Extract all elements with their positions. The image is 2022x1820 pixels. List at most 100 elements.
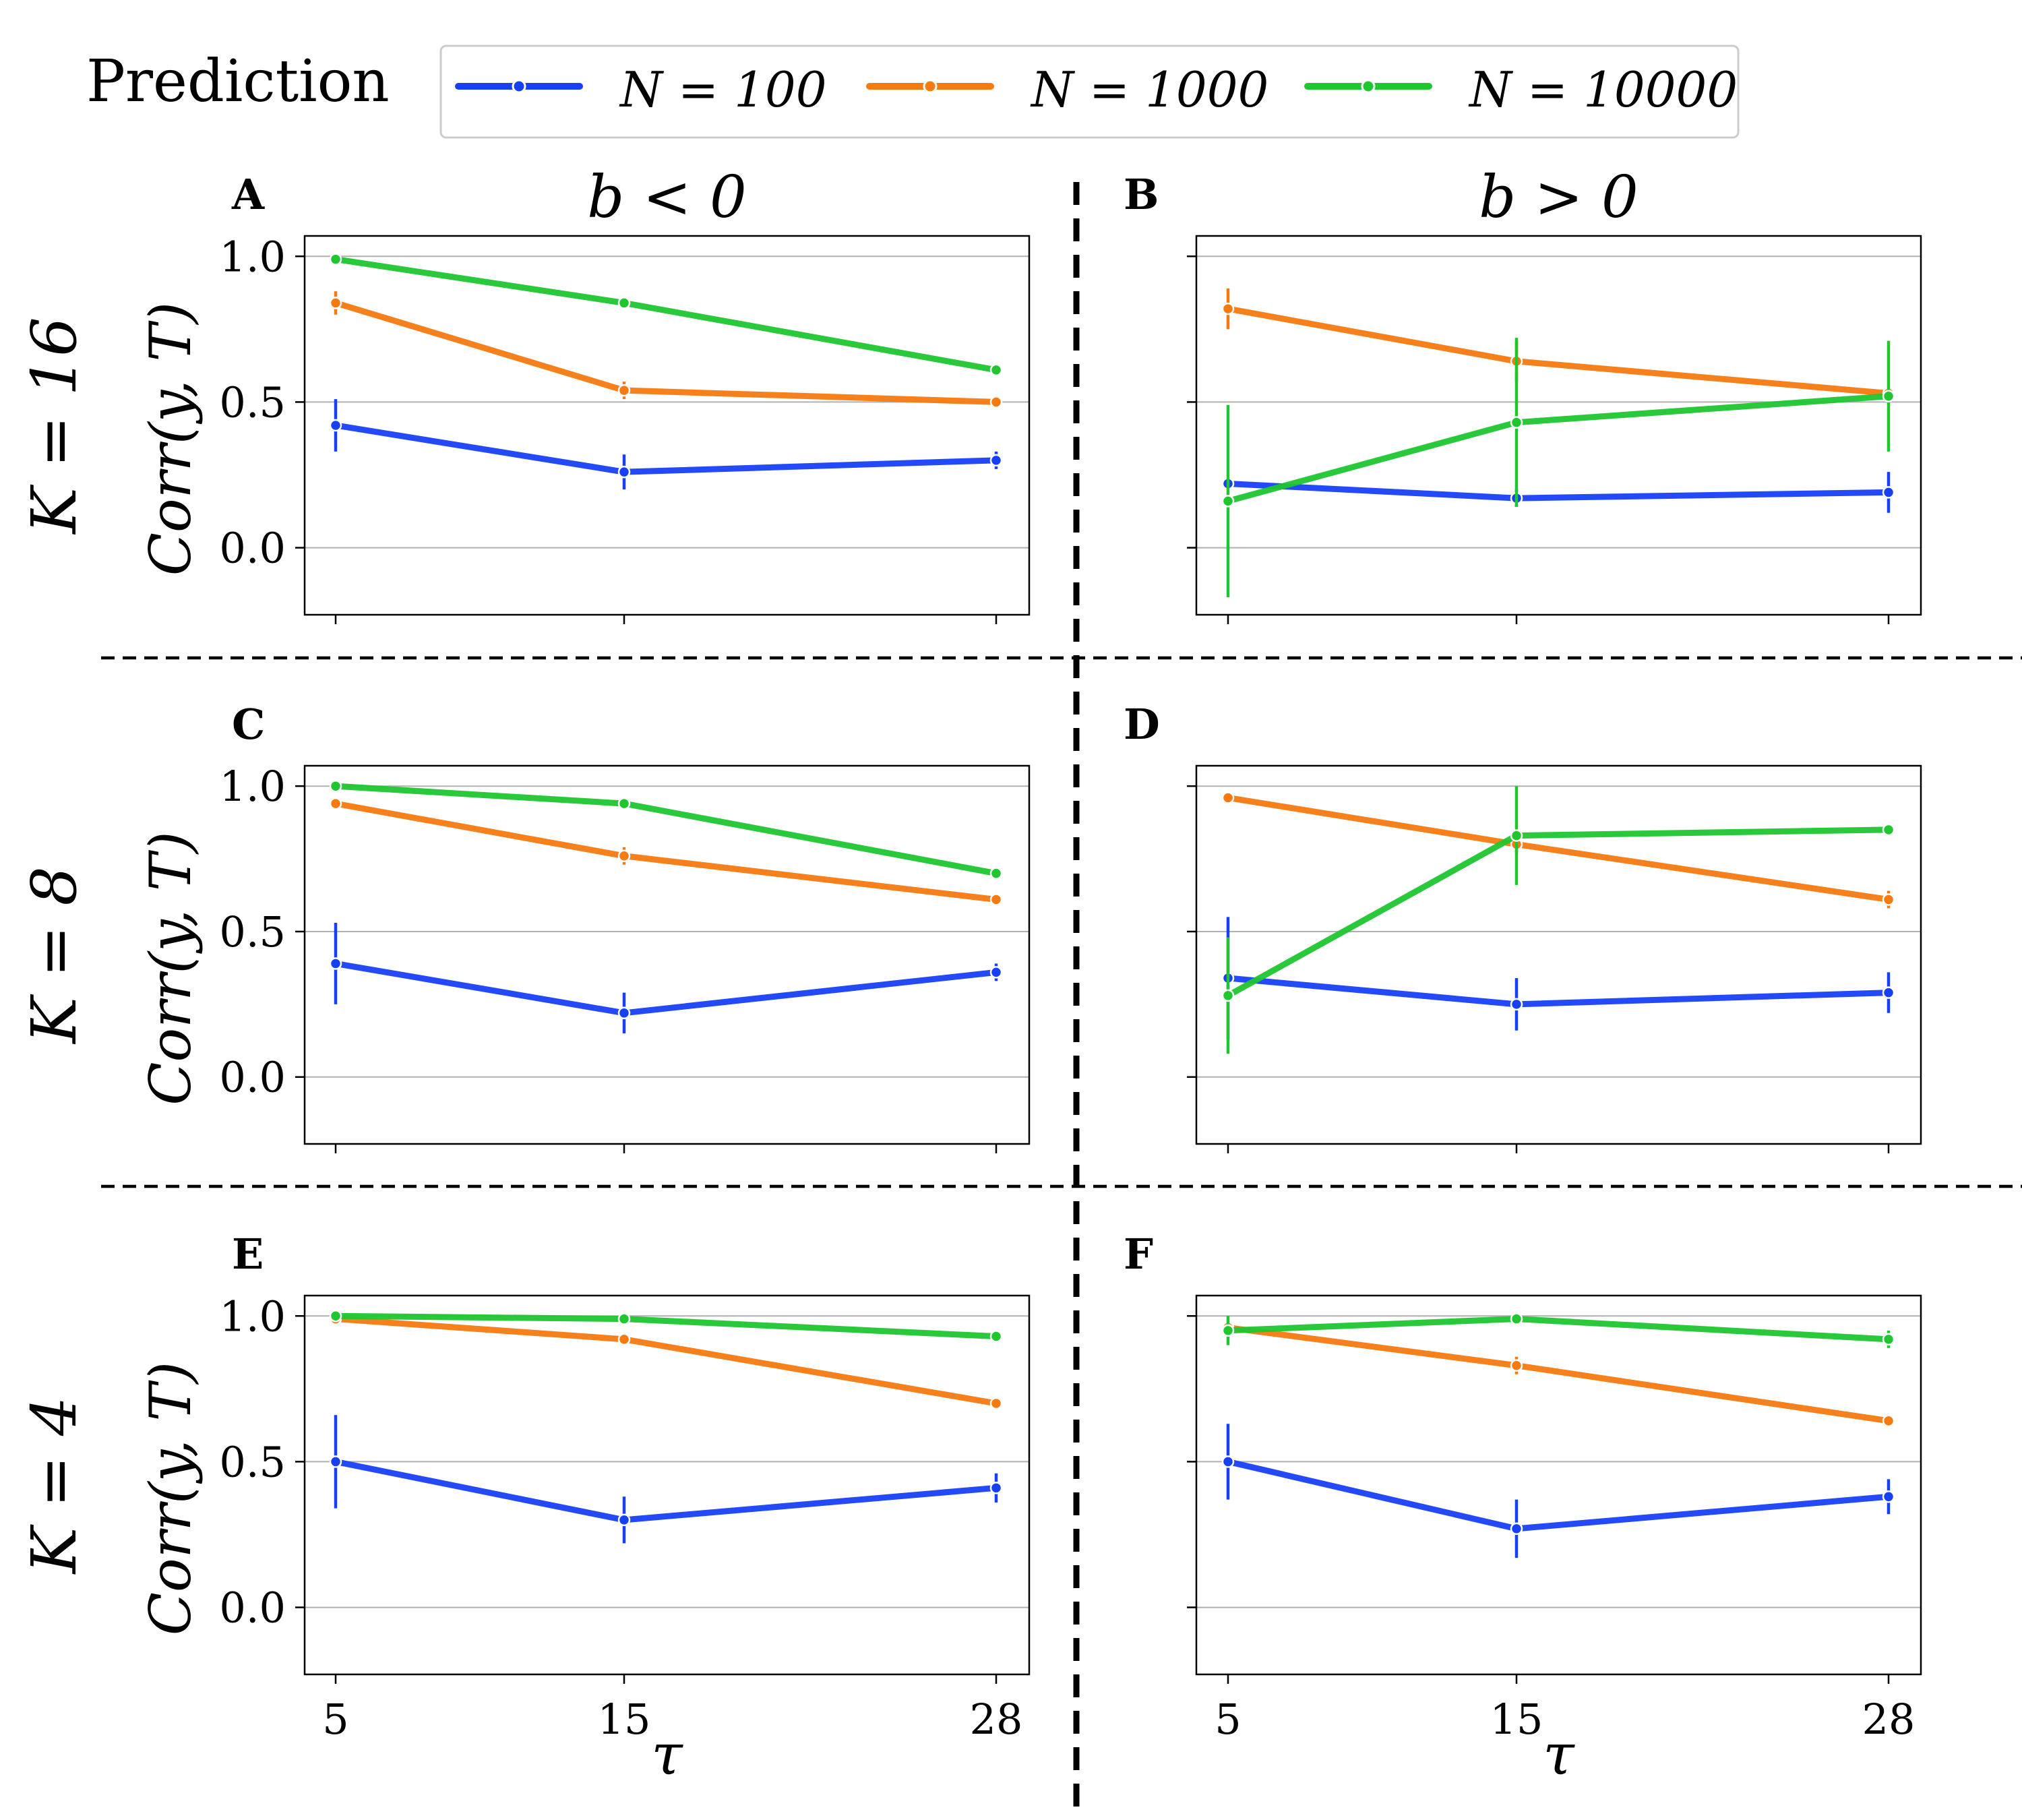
panel-letter: C xyxy=(232,700,265,749)
legend-title: Prediction xyxy=(86,48,390,115)
series-line xyxy=(1225,393,1892,504)
legend-label: N = 1000 xyxy=(1030,61,1268,118)
data-point xyxy=(1882,1333,1895,1346)
data-point xyxy=(1221,302,1235,315)
y-tick-label: 0.5 xyxy=(219,1437,286,1486)
series-line xyxy=(332,960,1000,1017)
x-axis-label: τ xyxy=(1543,1722,1575,1788)
data-point xyxy=(989,396,1003,408)
panel-frame xyxy=(1195,1294,1922,1676)
data-point xyxy=(989,966,1003,979)
series-line xyxy=(1225,1316,1892,1343)
panel-frame xyxy=(303,764,1031,1145)
panel-frame xyxy=(303,1294,1031,1676)
y-tick-label: 0.5 xyxy=(219,377,286,427)
series-n-10000 xyxy=(1221,1312,1895,1348)
data-point xyxy=(617,849,631,863)
data-point xyxy=(617,1312,631,1325)
series-line xyxy=(332,422,1000,475)
data-point xyxy=(989,1482,1003,1494)
panel-letter: E xyxy=(232,1230,264,1279)
data-point xyxy=(617,1513,631,1527)
series-n-10000 xyxy=(329,1310,1003,1343)
series-line xyxy=(1225,975,1892,1008)
data-point xyxy=(989,867,1003,880)
data-point xyxy=(1221,791,1235,804)
series-n-1000 xyxy=(329,797,1003,906)
data-point xyxy=(1882,823,1895,837)
y-axis-label: Corr(y, T) xyxy=(137,831,204,1105)
data-point xyxy=(329,1310,342,1323)
data-point xyxy=(1882,1414,1895,1428)
data-point xyxy=(1882,486,1895,499)
data-point xyxy=(989,893,1003,906)
series-line xyxy=(1225,1325,1892,1424)
legend-label: N = 100 xyxy=(619,61,827,118)
data-point xyxy=(1510,998,1523,1011)
legend-entry: N = 1000 xyxy=(866,61,1268,118)
data-point xyxy=(329,779,342,793)
data-point xyxy=(329,419,342,432)
data-point xyxy=(329,957,342,970)
series-n-10000 xyxy=(329,253,1003,377)
legend-entry: N = 100 xyxy=(455,61,827,118)
x-tick-label: 5 xyxy=(1215,1695,1241,1744)
data-point xyxy=(1510,416,1523,429)
panel-frame xyxy=(1195,235,1922,616)
data-point xyxy=(617,465,631,479)
series-n-1000 xyxy=(1221,791,1895,909)
series-n-100 xyxy=(1221,1424,1895,1558)
y-tick-label: 1.0 xyxy=(219,232,286,281)
legend: Prediction N = 100 N = 1000 N = 10000 xyxy=(86,44,1740,139)
y-tick-label: 0.0 xyxy=(219,1583,286,1633)
data-point xyxy=(617,1006,631,1020)
data-point xyxy=(989,1330,1003,1343)
series-n-1000 xyxy=(1221,1321,1895,1428)
panel-letter: B xyxy=(1124,170,1159,219)
legend-box xyxy=(439,44,1740,139)
x-tick-label: 15 xyxy=(598,1695,651,1744)
legend-label: N = 10000 xyxy=(1468,61,1738,118)
series-line xyxy=(1225,794,1892,903)
series-n-100 xyxy=(329,399,1003,490)
data-point xyxy=(329,1455,342,1468)
data-point xyxy=(1221,989,1235,1002)
series-line xyxy=(332,1458,1000,1523)
row-title: K = 8 xyxy=(18,866,90,1045)
data-point xyxy=(1882,986,1895,999)
row-title: K = 16 xyxy=(18,317,90,535)
legend-swatch-marker xyxy=(923,79,938,94)
data-point xyxy=(1221,495,1235,508)
y-tick-label: 1.0 xyxy=(219,762,286,811)
legend-swatch-marker xyxy=(512,79,526,94)
panel-letter: D xyxy=(1124,700,1160,749)
data-point xyxy=(1510,1522,1523,1536)
legend-swatch-marker xyxy=(1361,79,1376,94)
data-point xyxy=(989,363,1003,377)
series-n-10000 xyxy=(1221,338,1895,598)
x-tick-label: 28 xyxy=(1862,1695,1916,1744)
y-tick-label: 1.0 xyxy=(219,1292,286,1341)
column-title: b > 0 xyxy=(1479,164,1638,231)
panel-D: D xyxy=(1124,700,1922,1153)
y-tick-label: 0.5 xyxy=(219,907,286,957)
series-line xyxy=(1225,1458,1892,1532)
series-n-10000 xyxy=(329,779,1003,880)
data-point xyxy=(989,454,1003,467)
panel-C: C 0.0 0.5 1.0 Corr(y, T) xyxy=(137,700,1031,1153)
column-title: b < 0 xyxy=(587,164,747,231)
series-n-100 xyxy=(329,1415,1003,1544)
y-axis-label: Corr(y, T) xyxy=(137,302,204,576)
data-point xyxy=(1882,390,1895,403)
panel-frame xyxy=(1195,764,1922,1145)
legend-entry: N = 10000 xyxy=(1304,61,1738,118)
panel-F: F 5 15 28 τ xyxy=(1124,1230,1922,1788)
x-tick-label: 28 xyxy=(970,1695,1023,1744)
data-point xyxy=(1882,1490,1895,1503)
data-point xyxy=(329,297,342,309)
data-point xyxy=(617,797,631,810)
data-point xyxy=(1221,1455,1235,1468)
data-point xyxy=(617,297,631,309)
series-n-10000 xyxy=(1221,786,1895,1054)
